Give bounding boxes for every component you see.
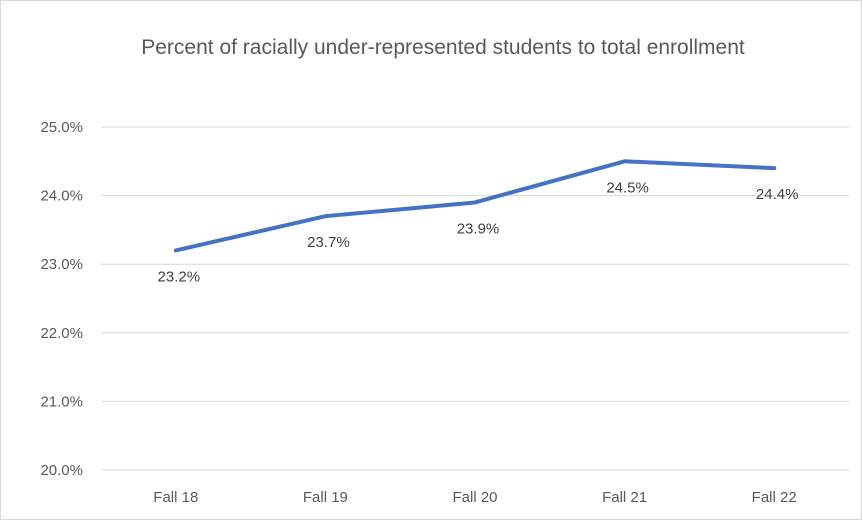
y-tick-label: 25.0% [40,119,83,136]
x-tick-label: Fall 19 [303,489,348,506]
x-tick-label: Fall 18 [153,489,198,506]
data-label: 23.2% [158,268,201,285]
data-label: 23.9% [457,220,500,237]
data-label: 23.7% [307,234,350,251]
chart-title: Percent of racially under-represented st… [141,36,745,59]
x-tick-label: Fall 22 [752,489,797,506]
y-tick-label: 22.0% [40,325,83,342]
y-tick-label: 20.0% [40,462,83,479]
x-tick-label: Fall 20 [452,489,497,506]
x-tick-label: Fall 21 [602,489,647,506]
data-label: 24.5% [606,179,649,196]
y-tick-label: 23.0% [40,256,83,273]
y-tick-label: 21.0% [40,393,83,410]
data-label: 24.4% [756,186,799,203]
y-tick-label: 24.0% [40,188,83,205]
